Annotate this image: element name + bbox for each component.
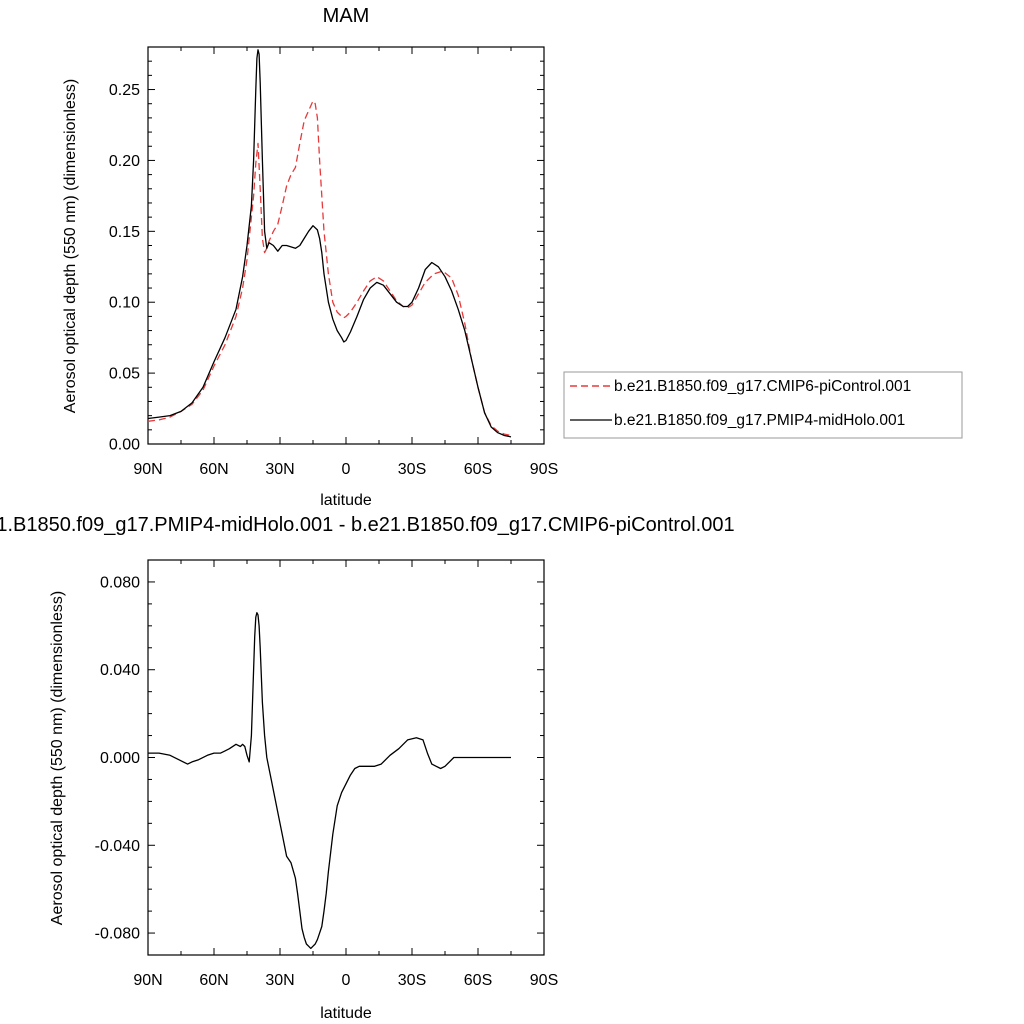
y-tick-label: 0.00 xyxy=(109,437,140,454)
plot-frame xyxy=(147,46,545,445)
legend-label-picontrol: b.e21.B1850.f09_g17.CMIP6-piControl.001 xyxy=(614,378,911,395)
chart-1-xlabel: latitude xyxy=(320,492,372,509)
chart-2-xlabel: latitude xyxy=(320,1005,372,1022)
x-tick-label: 30N xyxy=(265,461,294,478)
y-tick-label: 0.040 xyxy=(100,662,140,679)
chart-2-ylabel: Aerosol optical depth (550 nm) (dimensio… xyxy=(49,591,66,925)
legend-label-midholo: b.e21.B1850.f09_g17.PMIP4-midHolo.001 xyxy=(614,412,905,429)
y-tick-label: 0.080 xyxy=(100,574,140,591)
y-tick-label: -0.040 xyxy=(95,838,140,855)
y-tick-label: 0.000 xyxy=(100,750,140,767)
x-tick-label: 90S xyxy=(530,461,558,478)
x-tick-label: 90S xyxy=(530,972,558,989)
x-tick-label: 60S xyxy=(464,461,492,478)
chart-1-ylabel: Aerosol optical depth (550 nm) (dimensio… xyxy=(62,79,79,413)
x-tick-label: 90N xyxy=(133,461,162,478)
y-tick-label: 0.15 xyxy=(109,224,140,241)
x-tick-label: 90N xyxy=(133,972,162,989)
x-tick-label: 0 xyxy=(342,972,351,989)
x-tick-label: 60N xyxy=(199,972,228,989)
legend-box xyxy=(563,371,963,439)
y-tick-label: 0.10 xyxy=(109,295,140,312)
chart-2-plot: 90N 60N 30N 0 30S 60S 90S 0.080 0.040 0.000 -0.040… xyxy=(95,559,558,989)
x-tick-label: 30N xyxy=(265,972,294,989)
legend: b.e21.B1850.f09_g17.CMIP6-piControl.001 … xyxy=(563,371,963,439)
x-tick-label: 30S xyxy=(398,972,426,989)
chart-1-plot: 90N 60N 30N 0 30S 60S 90S 0.00 0.05 0.10 0.15 0.20 0… xyxy=(109,46,558,478)
y-tick-label: 0.25 xyxy=(109,82,140,99)
x-tick-label: 0 xyxy=(342,461,351,478)
chart-1-title: MAM xyxy=(323,5,370,27)
series-line-1 xyxy=(148,612,511,950)
x-tick-label: 30S xyxy=(398,461,426,478)
chart-2-title: b.e21.B1850.f09_g17.PMIP4-midHolo.001 - … xyxy=(0,514,735,536)
y-tick-label: -0.080 xyxy=(95,926,140,943)
y-tick-label: 0.05 xyxy=(109,366,140,383)
series-line-2 xyxy=(147,49,512,438)
x-tick-label: 60S xyxy=(464,972,492,989)
series-line-1 xyxy=(147,100,512,437)
x-tick-label: 60N xyxy=(199,461,228,478)
y-tick-label: 0.20 xyxy=(109,153,140,170)
